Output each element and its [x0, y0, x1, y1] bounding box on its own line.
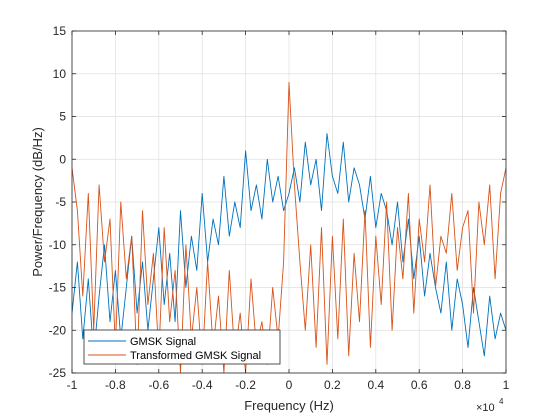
- y-axis-label: Power/Frequency (dB/Hz): [30, 127, 45, 277]
- y-tick-label: -10: [49, 238, 67, 252]
- x-tick-label: 0.8: [454, 378, 471, 392]
- series-line-gmsk: [72, 133, 506, 357]
- legend-label-gmsk: GMSK Signal: [130, 336, 196, 348]
- axis-ticks: [71, 30, 507, 374]
- series-line-transformed: [72, 81, 506, 373]
- x-tick-label: 0.4: [367, 378, 384, 392]
- y-tick-label: -5: [55, 195, 66, 209]
- y-tick-label: 0: [59, 152, 66, 166]
- x-tick-label: 0.2: [324, 378, 341, 392]
- y-tick-label: -15: [49, 281, 67, 295]
- x-multiplier-exponent: 4: [499, 397, 504, 406]
- y-tick-label: -25: [49, 366, 67, 380]
- y-tick-label: 10: [53, 67, 67, 81]
- x-tick-label: -0.8: [105, 378, 126, 392]
- x-tick-label: -1: [67, 378, 78, 392]
- y-tick-label: 5: [59, 110, 66, 124]
- legend[interactable]: GMSK Signal Transformed GMSK Signal: [83, 329, 281, 365]
- y-tick-label: -20: [49, 323, 67, 337]
- x-tick-label: 0: [286, 378, 293, 392]
- legend-label-transformed: Transformed GMSK Signal: [130, 350, 261, 362]
- series-layer: [72, 81, 506, 373]
- x-axis-label: Frequency (Hz): [244, 398, 334, 413]
- legend-box: [83, 329, 281, 365]
- x-tick-label: -0.2: [235, 378, 256, 392]
- x-multiplier-base: ×10: [476, 402, 495, 414]
- tick-labels: -1 -0.8 -0.6 -0.4 -0.2 0 0.2 0.4 0.6 0.8 1 -25 -20 -1…: [49, 24, 510, 392]
- x-tick-label: 1: [503, 378, 510, 392]
- x-tick-label: -0.6: [148, 378, 169, 392]
- x-tick-label: 0.6: [411, 378, 428, 392]
- x-tick-label: -0.4: [192, 378, 213, 392]
- y-tick-label: 15: [53, 24, 67, 38]
